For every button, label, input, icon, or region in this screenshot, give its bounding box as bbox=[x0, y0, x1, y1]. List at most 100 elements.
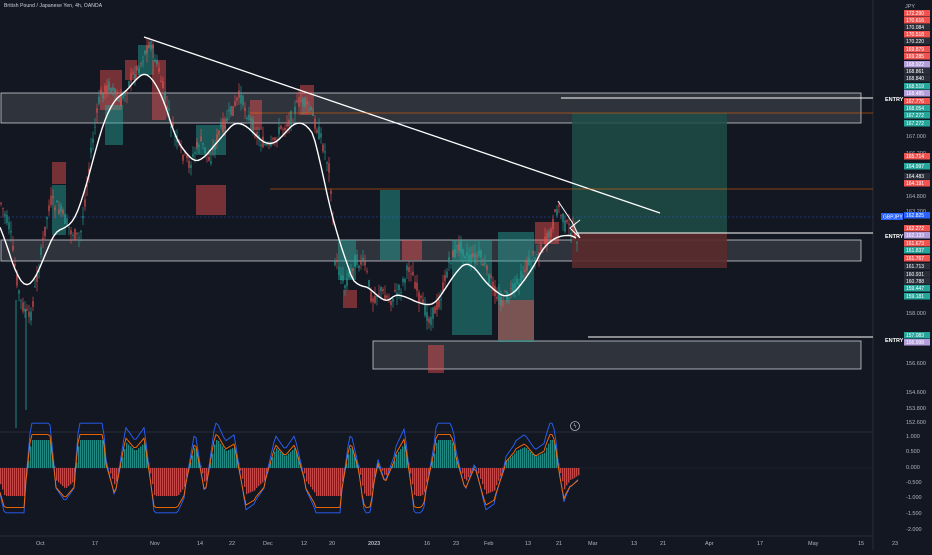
order-block[interactable] bbox=[402, 240, 422, 260]
symbol-title[interactable]: British Pound / Japanese Yen, 4h, OANDA bbox=[4, 3, 102, 9]
candle-body bbox=[554, 209, 555, 212]
demand-zone-lower[interactable] bbox=[373, 341, 861, 369]
oscillator-axis-label: -1.000 bbox=[906, 495, 922, 501]
histogram-bar bbox=[464, 468, 465, 479]
candle-body bbox=[122, 94, 123, 98]
entry-label: ENTRY bbox=[885, 338, 904, 344]
order-block[interactable] bbox=[196, 185, 226, 215]
histogram-bar bbox=[426, 468, 427, 482]
price-axis-label: 167.000 bbox=[906, 134, 926, 140]
histogram-bar bbox=[260, 468, 261, 484]
histogram-bar bbox=[218, 441, 219, 468]
candle-body bbox=[482, 264, 483, 266]
candle-body bbox=[74, 229, 75, 240]
candle-body bbox=[562, 213, 563, 222]
candle-body bbox=[408, 267, 409, 272]
candle-body bbox=[476, 255, 477, 257]
candle-body bbox=[240, 95, 241, 104]
histogram-bar bbox=[252, 468, 253, 491]
time-axis-label: 17 bbox=[92, 541, 98, 547]
candle-body bbox=[114, 88, 115, 92]
histogram-bar bbox=[114, 468, 115, 484]
candle-body bbox=[370, 292, 371, 302]
histogram-bar bbox=[318, 468, 319, 496]
time-axis-label: Oct bbox=[36, 541, 45, 547]
histogram-bar bbox=[94, 440, 95, 468]
histogram-bar bbox=[386, 468, 387, 475]
histogram-bar bbox=[14, 468, 15, 496]
candle-body bbox=[346, 279, 347, 286]
price-tag-label: 161.767 bbox=[906, 256, 924, 262]
order-block[interactable] bbox=[380, 190, 400, 260]
histogram-bar bbox=[228, 450, 229, 468]
histogram-bar bbox=[140, 446, 141, 468]
histogram-bar bbox=[524, 447, 525, 468]
candle-body bbox=[472, 253, 473, 256]
candle-body bbox=[164, 92, 165, 99]
histogram-bar bbox=[566, 468, 567, 485]
histogram-bar bbox=[82, 440, 83, 468]
order-block[interactable] bbox=[452, 240, 492, 335]
candle-body bbox=[330, 190, 331, 194]
histogram-bar bbox=[360, 468, 361, 475]
long-position-stop[interactable] bbox=[572, 233, 727, 268]
histogram-bar bbox=[310, 468, 311, 487]
histogram-bar bbox=[202, 468, 203, 473]
price-tag-label: 160.788 bbox=[906, 279, 924, 285]
histogram-bar bbox=[22, 468, 23, 496]
candle-body bbox=[142, 61, 143, 62]
histogram-bar bbox=[308, 468, 309, 484]
order-block[interactable] bbox=[138, 45, 154, 75]
candle-body bbox=[454, 249, 455, 257]
order-block[interactable] bbox=[428, 345, 444, 373]
order-block[interactable] bbox=[498, 300, 534, 340]
histogram-bar bbox=[2, 468, 3, 490]
order-block[interactable] bbox=[52, 162, 66, 184]
candle-body bbox=[82, 216, 83, 218]
long-position-target[interactable] bbox=[572, 113, 727, 233]
candle-body bbox=[162, 82, 163, 89]
histogram-bar bbox=[110, 468, 111, 473]
candle-body bbox=[474, 253, 475, 263]
demand-zone-upper[interactable] bbox=[1, 240, 861, 261]
candle-body bbox=[510, 288, 511, 289]
histogram-bar bbox=[488, 468, 489, 493]
candle-body bbox=[104, 86, 105, 93]
candle-body bbox=[126, 93, 127, 94]
candle-body bbox=[264, 144, 265, 145]
candle-body bbox=[200, 136, 201, 141]
order-block[interactable] bbox=[105, 105, 123, 145]
histogram-bar bbox=[62, 468, 63, 486]
time-axis-label: 21 bbox=[660, 541, 666, 547]
histogram-bar bbox=[492, 468, 493, 491]
supply-zone[interactable] bbox=[1, 93, 861, 123]
order-block[interactable] bbox=[250, 100, 262, 130]
candle-body bbox=[168, 109, 169, 111]
histogram-bar bbox=[574, 468, 575, 478]
histogram-bar bbox=[138, 448, 139, 468]
candle-body bbox=[318, 127, 319, 139]
candle-body bbox=[532, 252, 533, 253]
histogram-bar bbox=[96, 440, 97, 468]
candle-body bbox=[526, 260, 527, 270]
histogram-bar bbox=[452, 443, 453, 468]
histogram-bar bbox=[180, 468, 181, 492]
candle-body bbox=[242, 96, 243, 106]
histogram-bar bbox=[348, 455, 349, 469]
candle-body bbox=[478, 250, 479, 255]
histogram-bar bbox=[278, 450, 279, 468]
candle-body bbox=[506, 291, 507, 302]
candle-body bbox=[320, 133, 321, 137]
candle-body bbox=[310, 107, 311, 109]
candle-body bbox=[450, 263, 451, 264]
candle-body bbox=[292, 121, 293, 122]
histogram-bar bbox=[530, 452, 531, 468]
candle-body bbox=[130, 73, 131, 81]
candle-body bbox=[324, 151, 325, 152]
histogram-bar bbox=[284, 455, 285, 468]
candle-body bbox=[170, 127, 171, 128]
price-tag-label: 170.084 bbox=[906, 25, 924, 31]
histogram-bar bbox=[224, 449, 225, 468]
